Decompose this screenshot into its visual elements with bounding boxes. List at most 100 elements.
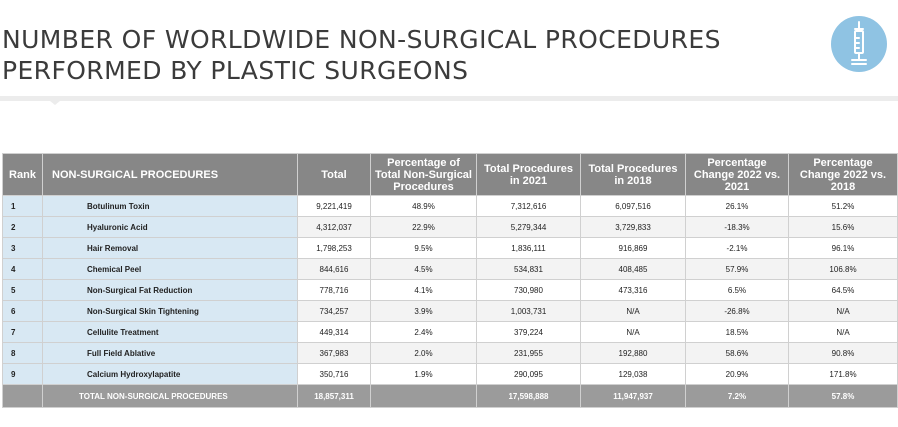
rank-cell: 8 (2, 342, 43, 364)
title-divider (0, 96, 898, 101)
syringe-icon (831, 16, 887, 72)
rank-cell: 6 (2, 300, 43, 322)
procedure-cell: Full Field Ablative (42, 342, 298, 364)
total-2021-cell: 1,003,731 (476, 300, 581, 322)
change-2018-cell: 90.8% (788, 342, 898, 364)
total-2021-cell: 1,836,111 (476, 237, 581, 259)
total-cell: 844,616 (297, 258, 371, 280)
change-2018-cell: 171.8% (788, 363, 898, 385)
total-2018-cell: 408,485 (580, 258, 686, 280)
table-row: 8 Full Field Ablative 367,983 2.0% 231,955 19… (2, 342, 898, 364)
table-row: 4 Chemical Peel 844,616 4.5% 534,831 408,485 5… (2, 258, 898, 280)
total-2021-cell: 379,224 (476, 321, 581, 343)
percentage-cell: 22.9% (370, 216, 477, 238)
change-2021-cell: -18.3% (685, 216, 789, 238)
header-change-2018: Percentage Change 2022 vs. 2018 (788, 153, 898, 196)
total-2021-cell: 534,831 (476, 258, 581, 280)
header-total-2018: Total Procedures in 2018 (580, 153, 686, 196)
total-2018-cell: 3,729,833 (580, 216, 686, 238)
procedure-cell: Calcium Hydroxylapatite (42, 363, 298, 385)
change-2021-cell: 57.9% (685, 258, 789, 280)
total-2018-cell: 192,880 (580, 342, 686, 364)
header-total: Total (297, 153, 371, 196)
total-2018-cell: N/A (580, 321, 686, 343)
rank-cell: 4 (2, 258, 43, 280)
rank-cell: 1 (2, 195, 43, 217)
percentage-cell: 48.9% (370, 195, 477, 217)
table-row: 3 Hair Removal 1,798,253 9.5% 1,836,111 916,8… (2, 237, 898, 259)
table-row: 1 Botulinum Toxin 9,221,419 48.9% 7,312,616 6… (2, 195, 898, 217)
table-row: 7 Cellulite Treatment 449,314 2.4% 379,224 N/… (2, 321, 898, 343)
total-2021-cell: 7,312,616 (476, 195, 581, 217)
change-2018-cell: 96.1% (788, 237, 898, 259)
change-2018-cell: N/A (788, 300, 898, 322)
page-title: NUMBER OF WORLDWIDE NON-SURGICAL PROCEDU… (2, 24, 721, 86)
footer-rank (2, 384, 43, 408)
table-row: 5 Non-Surgical Fat Reduction 778,716 4.1% 73… (2, 279, 898, 301)
change-2021-cell: 58.6% (685, 342, 789, 364)
percentage-cell: 9.5% (370, 237, 477, 259)
total-cell: 449,314 (297, 321, 371, 343)
total-2018-cell: 916,869 (580, 237, 686, 259)
footer-percentage (370, 384, 477, 408)
procedure-cell: Non-Surgical Fat Reduction (42, 279, 298, 301)
procedures-table: Rank NON-SURGICAL PROCEDURES Total Perce… (2, 153, 898, 408)
footer-change-2018: 57.8% (788, 384, 898, 408)
total-cell: 1,798,253 (297, 237, 371, 259)
change-2021-cell: -26.8% (685, 300, 789, 322)
percentage-cell: 2.0% (370, 342, 477, 364)
total-2021-cell: 730,980 (476, 279, 581, 301)
procedure-cell: Hyaluronic Acid (42, 216, 298, 238)
rank-cell: 5 (2, 279, 43, 301)
total-cell: 778,716 (297, 279, 371, 301)
change-2018-cell: 15.6% (788, 216, 898, 238)
header-change-2021: Percentage Change 2022 vs. 2021 (685, 153, 789, 196)
change-2021-cell: -2.1% (685, 237, 789, 259)
procedure-cell: Botulinum Toxin (42, 195, 298, 217)
table-row: 2 Hyaluronic Acid 4,312,037 22.9% 5,279,344 3… (2, 216, 898, 238)
total-2018-cell: N/A (580, 300, 686, 322)
procedure-cell: Non-Surgical Skin Tightening (42, 300, 298, 322)
procedure-cell: Hair Removal (42, 237, 298, 259)
change-2021-cell: 26.1% (685, 195, 789, 217)
percentage-cell: 4.1% (370, 279, 477, 301)
header-percentage: Percentage of Total Non-Surgical Procedu… (370, 153, 477, 196)
total-2018-cell: 473,316 (580, 279, 686, 301)
total-cell: 4,312,037 (297, 216, 371, 238)
rank-cell: 2 (2, 216, 43, 238)
percentage-cell: 3.9% (370, 300, 477, 322)
title-line-2: PERFORMED BY PLASTIC SURGEONS (2, 56, 469, 85)
divider-notch (44, 96, 66, 105)
footer-total: 18,857,311 (297, 384, 371, 408)
total-2018-cell: 129,038 (580, 363, 686, 385)
total-2018-cell: 6,097,516 (580, 195, 686, 217)
header-rank: Rank (2, 153, 43, 196)
total-cell: 350,716 (297, 363, 371, 385)
rank-cell: 7 (2, 321, 43, 343)
total-2021-cell: 231,955 (476, 342, 581, 364)
percentage-cell: 4.5% (370, 258, 477, 280)
rank-cell: 3 (2, 237, 43, 259)
percentage-cell: 2.4% (370, 321, 477, 343)
total-cell: 367,983 (297, 342, 371, 364)
header-procedure: NON-SURGICAL PROCEDURES (42, 153, 298, 196)
footer-total-2018: 11,947,937 (580, 384, 686, 408)
change-2021-cell: 6.5% (685, 279, 789, 301)
change-2018-cell: 51.2% (788, 195, 898, 217)
footer-total-2021: 17,598,888 (476, 384, 581, 408)
change-2018-cell: 64.5% (788, 279, 898, 301)
total-2021-cell: 290,095 (476, 363, 581, 385)
total-cell: 9,221,419 (297, 195, 371, 217)
rank-cell: 9 (2, 363, 43, 385)
title-line-1: NUMBER OF WORLDWIDE NON-SURGICAL PROCEDU… (2, 25, 721, 54)
percentage-cell: 1.9% (370, 363, 477, 385)
footer-change-2021: 7.2% (685, 384, 789, 408)
footer-label: TOTAL NON-SURGICAL PROCEDURES (42, 384, 298, 408)
table-row: 6 Non-Surgical Skin Tightening 734,257 3.9%… (2, 300, 898, 322)
table-footer-row: TOTAL NON-SURGICAL PROCEDURES 18,857,311… (2, 384, 898, 408)
change-2021-cell: 20.9% (685, 363, 789, 385)
total-cell: 734,257 (297, 300, 371, 322)
change-2018-cell: N/A (788, 321, 898, 343)
change-2021-cell: 18.5% (685, 321, 789, 343)
procedure-cell: Chemical Peel (42, 258, 298, 280)
